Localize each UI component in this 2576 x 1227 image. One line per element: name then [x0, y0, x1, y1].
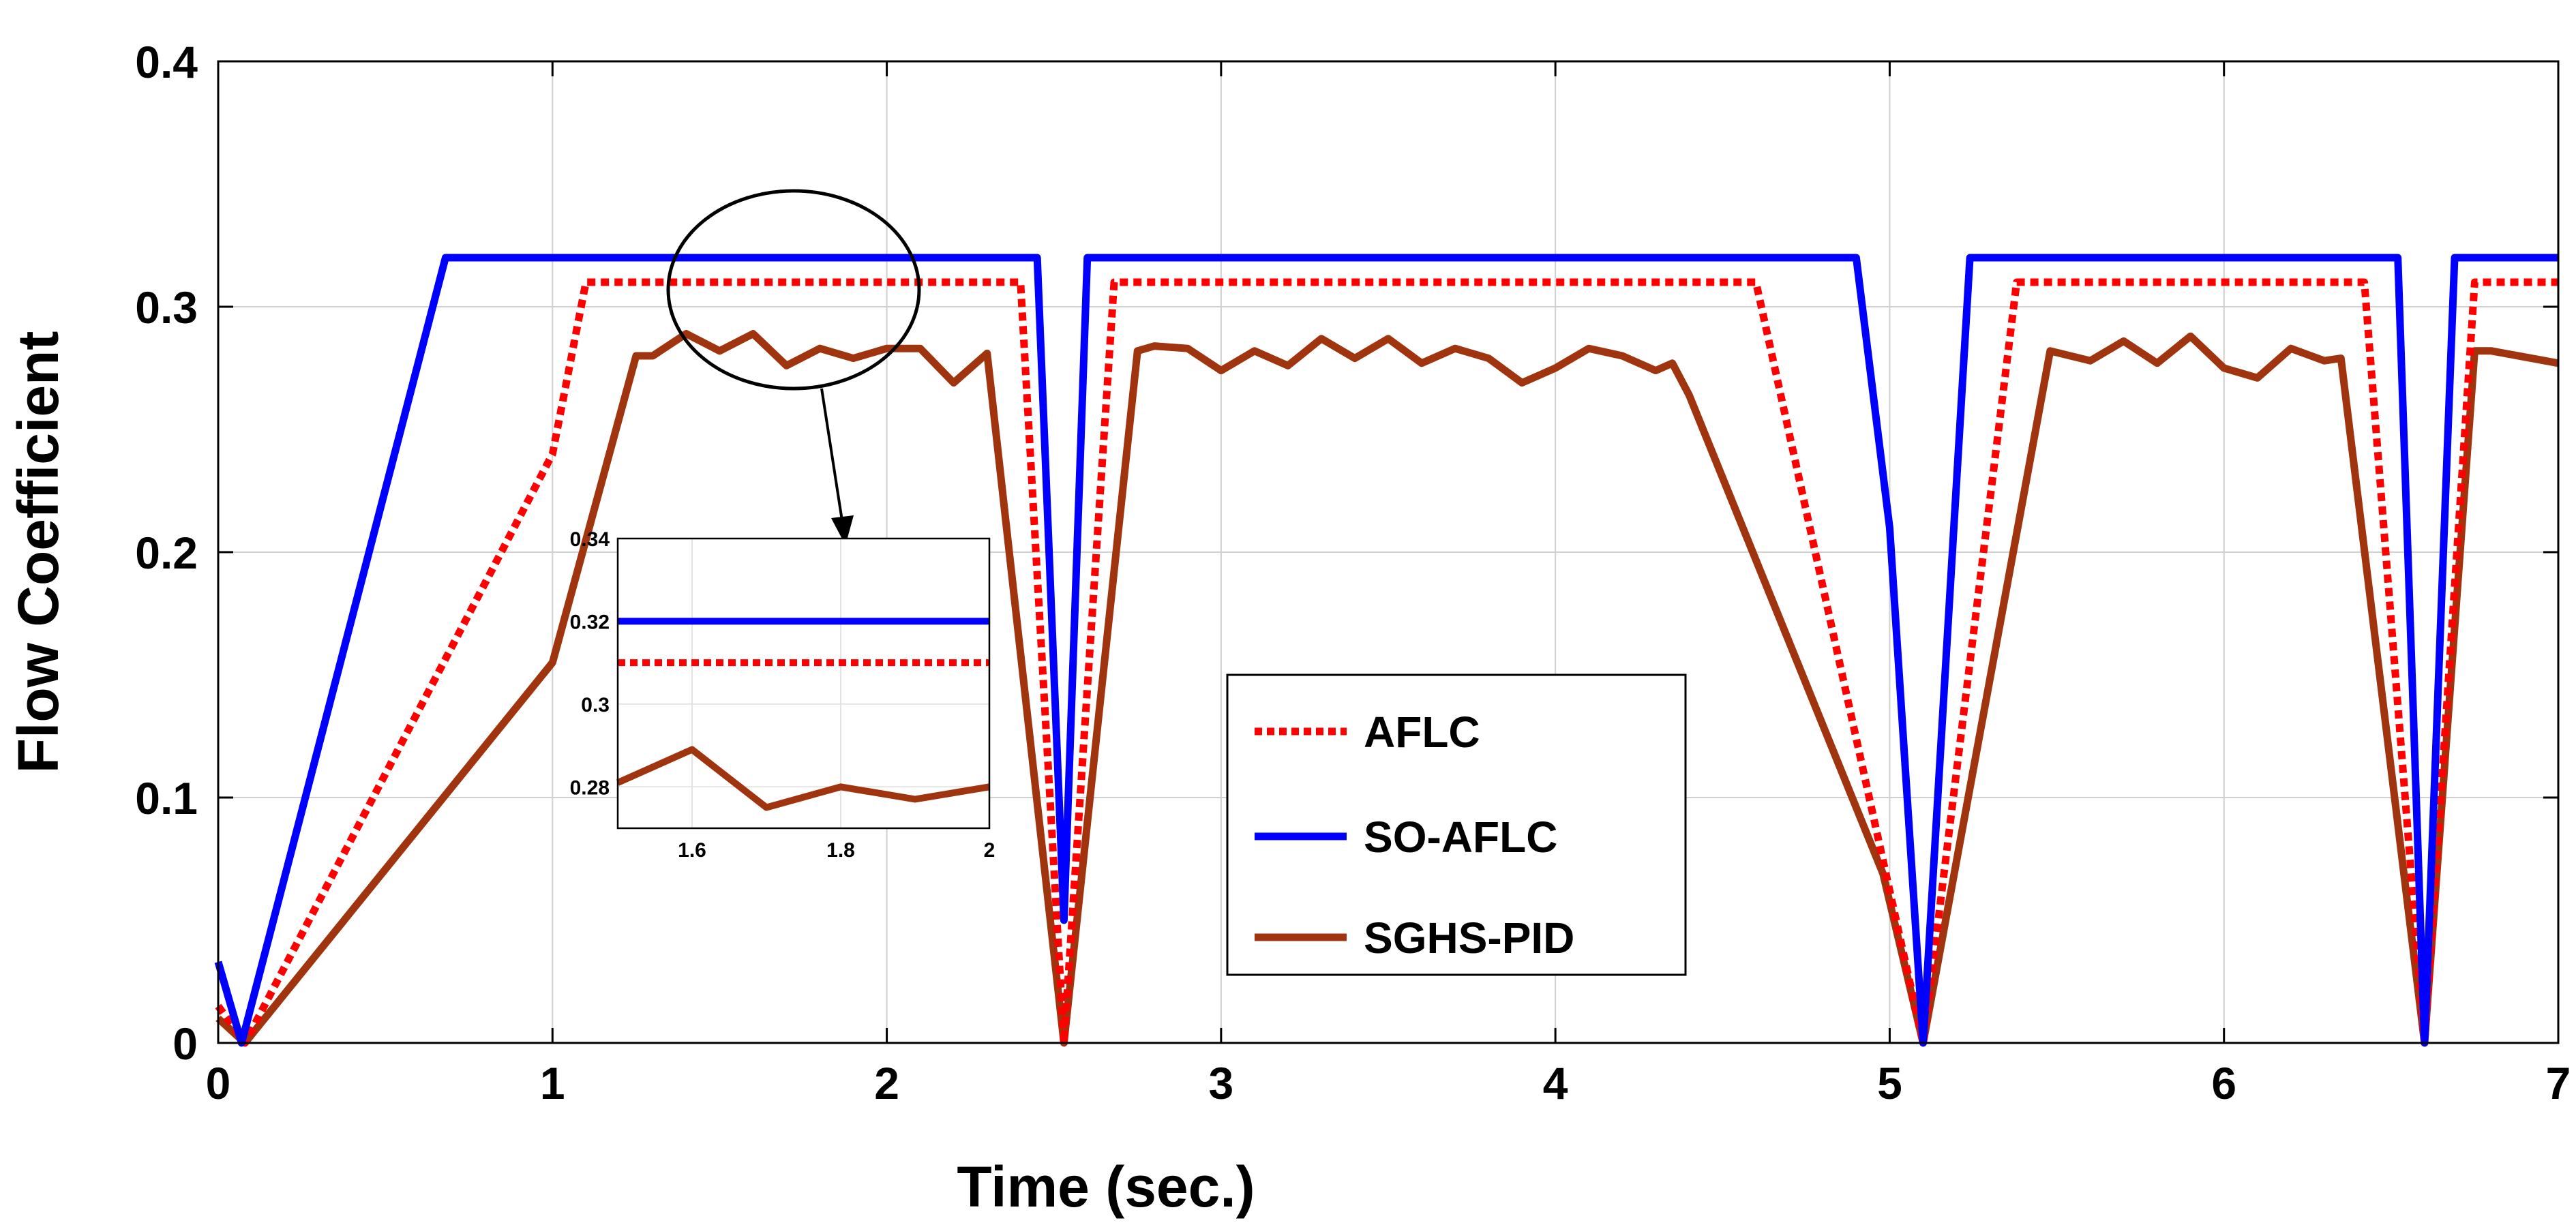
zoom-arrow-line — [820, 388, 844, 526]
inset-x-tick-label: 2 — [984, 839, 995, 862]
x-tick-label: 0 — [206, 1058, 231, 1108]
inset-series-line-sghs-pid — [616, 746, 990, 811]
legend-box — [1226, 673, 1687, 976]
y-tick-label: 0 — [173, 1018, 198, 1069]
inset-y-tick-label: 0.3 — [581, 694, 610, 716]
inset-border — [616, 537, 991, 830]
inset-x-tick-label: 1.6 — [678, 839, 706, 862]
x-tick-label: 4 — [1543, 1058, 1568, 1108]
legend-label-aflc: AFLC — [1364, 708, 1480, 757]
inset-y-tick-label: 0.32 — [570, 611, 610, 633]
inset-ticks: 1.6 1.8 2 0.28 0.3 0.32 0.34 — [570, 528, 995, 862]
series-line-aflc — [215, 278, 2558, 1047]
series-lines — [214, 254, 2559, 1047]
y-tick-label: 0.3 — [135, 282, 198, 333]
x-tick-label: 1 — [540, 1058, 565, 1108]
y-axis-label: Flow Coefficient — [6, 331, 70, 774]
axis-ticks: 0 1 2 3 4 5 6 7 0 0.1 0.2 0.3 0.4 — [135, 37, 2571, 1108]
y-tick-label: 0.4 — [135, 37, 198, 87]
x-axis-label: Time (sec.) — [957, 1155, 1255, 1219]
series-line-sghs-pid — [215, 330, 2559, 1047]
y-tick-label: 0.2 — [135, 528, 198, 578]
x-tick-label: 2 — [874, 1058, 899, 1108]
y-tick-label: 0.1 — [135, 773, 198, 823]
x-tick-label: 6 — [2211, 1058, 2236, 1108]
series-line-so-aflc — [214, 254, 2558, 1047]
zoom-ellipse — [666, 189, 921, 391]
legend-label-so-aflc: SO-AFLC — [1364, 813, 1557, 862]
inset-background — [618, 539, 989, 828]
x-tick-label: 7 — [2546, 1058, 2571, 1108]
inset-x-tick-label: 1.8 — [826, 839, 855, 862]
legend: AFLC SO-AFLC SGHS-PID — [1226, 673, 1687, 976]
zoom-arrowhead — [831, 515, 854, 545]
legend-label-sghs-pid: SGHS-PID — [1364, 913, 1574, 963]
inset-y-tick-label: 0.28 — [570, 776, 610, 799]
x-tick-label: 3 — [1208, 1058, 1233, 1108]
inset-y-tick-label: 0.34 — [570, 528, 610, 551]
x-tick-label: 5 — [1877, 1058, 1902, 1108]
inset-series-lines — [616, 618, 990, 811]
inset-plot: 1.6 1.8 2 0.28 0.3 0.32 0.34 — [570, 528, 995, 862]
